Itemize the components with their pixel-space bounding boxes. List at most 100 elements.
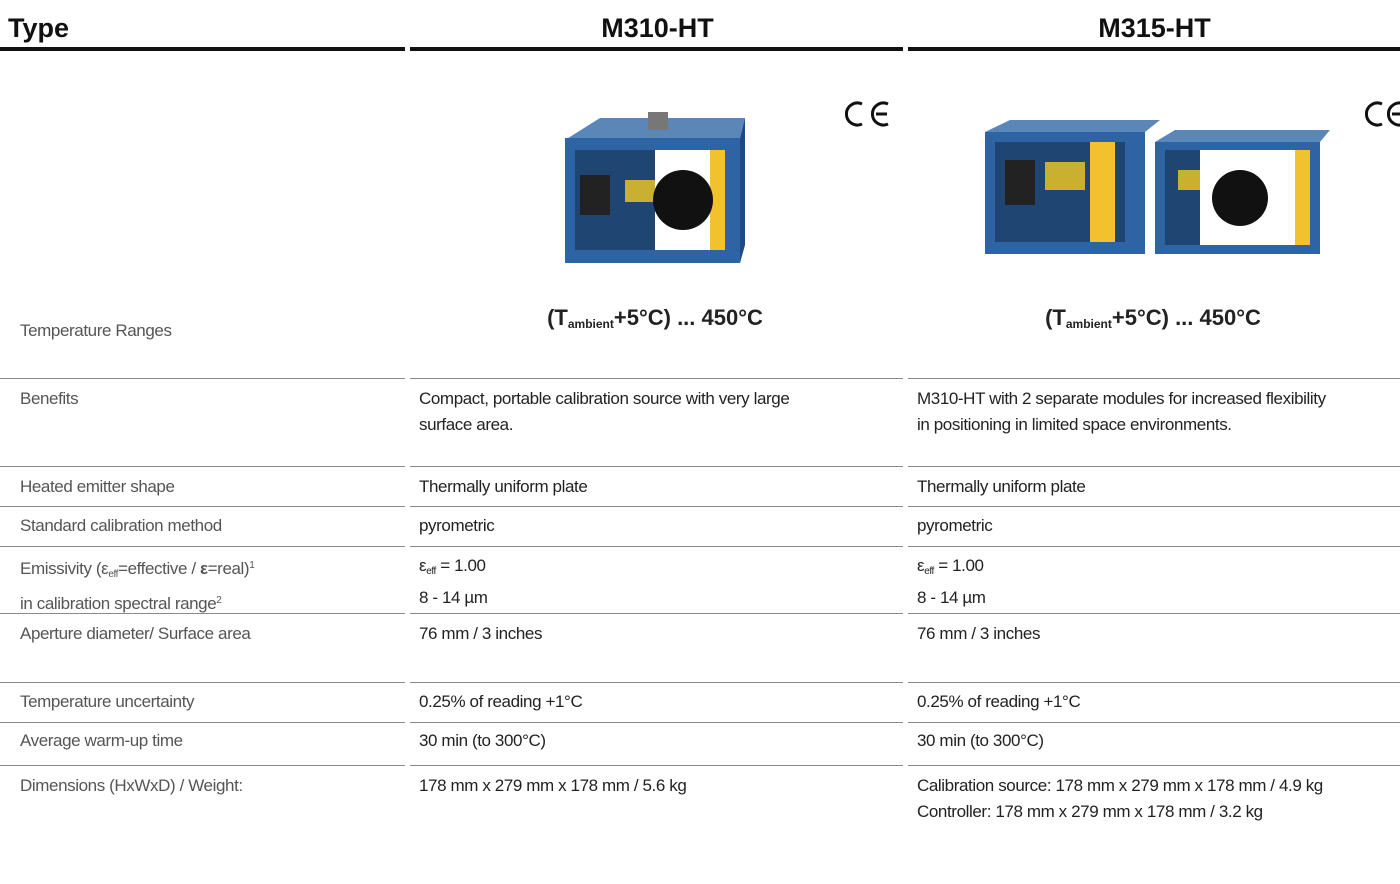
bold-text: ε bbox=[199, 559, 208, 578]
text: 178 mm x 279 mm x 178 mm / 5.6 kg bbox=[419, 776, 687, 795]
text: 30 min (to 300°C) bbox=[917, 731, 1044, 750]
text: = 1.00 bbox=[435, 556, 486, 575]
text: 8 - 14 µm bbox=[917, 588, 986, 607]
text: in positioning in limited space environm… bbox=[917, 415, 1232, 434]
text: 76 mm / 3 inches bbox=[917, 624, 1041, 643]
row-rule bbox=[410, 765, 903, 766]
text: 76 mm / 3 inches bbox=[419, 624, 543, 643]
line: Thermally uniform plate bbox=[419, 474, 588, 500]
text: =real) bbox=[207, 559, 250, 578]
ce-mark bbox=[1364, 101, 1400, 127]
text: surface area. bbox=[419, 415, 514, 434]
line: Heated emitter shape bbox=[20, 474, 175, 500]
row-rule bbox=[0, 506, 405, 507]
row-value: 0.25% of reading +1°C bbox=[917, 689, 1081, 715]
text: M310-HT with 2 separate modules for incr… bbox=[917, 389, 1326, 408]
text: (T bbox=[1045, 305, 1066, 330]
row-value: pyrometric bbox=[917, 513, 993, 539]
text: 0.25% of reading +1°C bbox=[917, 692, 1081, 711]
row-value: M310-HT with 2 separate modules for incr… bbox=[917, 386, 1326, 438]
row-label: Benefits bbox=[20, 386, 79, 412]
subscript: eff bbox=[426, 566, 436, 577]
row-rule bbox=[0, 378, 405, 379]
line: surface area. bbox=[419, 412, 789, 438]
row-rule bbox=[0, 546, 405, 547]
text: in calibration spectral range bbox=[20, 594, 217, 613]
row-rule bbox=[410, 682, 903, 683]
row-value: 76 mm / 3 inches bbox=[419, 621, 542, 647]
text: Benefits bbox=[20, 389, 79, 408]
line: 0.25% of reading +1°C bbox=[917, 689, 1081, 715]
line: M310-HT with 2 separate modules for incr… bbox=[917, 386, 1326, 412]
row-rule bbox=[0, 722, 405, 723]
text: Average warm-up time bbox=[20, 731, 183, 750]
row-rule bbox=[410, 466, 903, 467]
text: Thermally uniform plate bbox=[917, 477, 1086, 496]
row-value: Compact, portable calibration source wit… bbox=[419, 386, 790, 438]
row-label: Aperture diameter/ Surface area bbox=[20, 621, 251, 647]
text: Controller: 178 mm x 279 mm x 178 mm / 3… bbox=[917, 802, 1263, 821]
row-value: 0.25% of reading +1°C bbox=[419, 689, 583, 715]
line: Calibration source: 178 mm x 279 mm x 17… bbox=[917, 773, 1323, 799]
subscript: eff bbox=[108, 569, 119, 580]
row-label: Average warm-up time bbox=[20, 728, 183, 754]
header-rule bbox=[410, 47, 903, 51]
ce-mark bbox=[844, 101, 889, 127]
row-rule bbox=[908, 466, 1400, 467]
text: Aperture diameter/ Surface area bbox=[20, 624, 251, 643]
line: Aperture diameter/ Surface area bbox=[20, 621, 251, 647]
row-rule bbox=[908, 546, 1400, 547]
subscript: ambient bbox=[567, 317, 614, 331]
row-label: Emissivity (εeff=effective / ε=real)1 in … bbox=[20, 553, 255, 617]
text: 30 min (to 300°C) bbox=[419, 731, 546, 750]
superscript: 1 bbox=[249, 560, 255, 571]
subscript: ambient bbox=[1065, 317, 1112, 331]
header-rule bbox=[908, 47, 1400, 51]
line: in calibration spectral range2 bbox=[20, 588, 254, 617]
line: Average warm-up time bbox=[20, 728, 183, 754]
row-value: Thermally uniform plate bbox=[419, 474, 588, 500]
row-rule bbox=[0, 765, 405, 766]
row-value: 30 min (to 300°C) bbox=[419, 728, 546, 754]
text: ε bbox=[917, 556, 925, 575]
text: +5°C) ... 450°C bbox=[613, 305, 763, 330]
line: Compact, portable calibration source wit… bbox=[419, 386, 790, 412]
row-rule bbox=[908, 613, 1400, 614]
text: Compact, portable calibration source wit… bbox=[419, 389, 790, 408]
device-m310 bbox=[565, 112, 745, 263]
row-value: εeff = 1.00 8 - 14 µm bbox=[419, 553, 488, 611]
text: Thermally uniform plate bbox=[419, 477, 588, 496]
text: Dimensions (HxWxD) / Weight: bbox=[20, 776, 243, 795]
line: Controller: 178 mm x 279 mm x 178 mm / 3… bbox=[917, 799, 1323, 825]
text: pyrometric bbox=[917, 516, 993, 535]
row-rule bbox=[0, 613, 405, 614]
text: Emissivity (ε bbox=[20, 559, 109, 578]
row-label: Heated emitter shape bbox=[20, 474, 175, 500]
line: 178 mm x 279 mm x 178 mm / 5.6 kg bbox=[419, 773, 687, 799]
line: εeff = 1.00 bbox=[419, 553, 488, 585]
row-value: Calibration source: 178 mm x 279 mm x 17… bbox=[917, 773, 1323, 825]
row-rule bbox=[0, 682, 405, 683]
line: εeff = 1.00 bbox=[917, 553, 986, 585]
line: 76 mm / 3 inches bbox=[917, 621, 1040, 647]
row-rule bbox=[908, 506, 1400, 507]
device-m315 bbox=[985, 120, 1330, 254]
row-value: 178 mm x 279 mm x 178 mm / 5.6 kg bbox=[419, 773, 687, 799]
line: 30 min (to 300°C) bbox=[419, 728, 546, 754]
text: 8 - 14 µm bbox=[419, 588, 488, 607]
text: Temperature uncertainty bbox=[20, 692, 195, 711]
text: pyrometric bbox=[419, 516, 495, 535]
row-rule bbox=[908, 378, 1400, 379]
row-rule bbox=[908, 682, 1400, 683]
line: Standard calibration method bbox=[20, 513, 222, 539]
text: +5°C) ... 450°C bbox=[1111, 305, 1261, 330]
superscript: 2 bbox=[216, 595, 222, 606]
line: in positioning in limited space environm… bbox=[917, 412, 1326, 438]
row-value: 30 min (to 300°C) bbox=[917, 728, 1044, 754]
row-rule bbox=[410, 546, 903, 547]
line: Benefits bbox=[20, 386, 79, 412]
row-rule bbox=[908, 722, 1400, 723]
row-rule bbox=[0, 466, 405, 467]
header-rule bbox=[0, 47, 405, 51]
